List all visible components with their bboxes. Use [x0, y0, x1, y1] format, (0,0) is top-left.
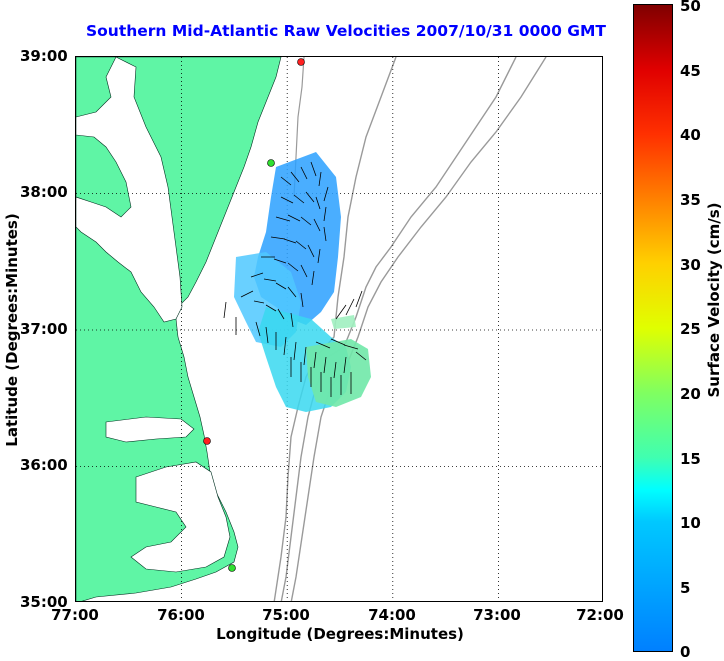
colorbar-tick-label: 35 — [680, 191, 701, 209]
station-marker-green-north — [267, 159, 275, 167]
bathymetry-contour-2 — [280, 57, 517, 601]
y-tick-label: 36:00 — [20, 456, 68, 474]
albemarle-sound — [105, 416, 195, 443]
velocity-patch-southeast — [306, 339, 371, 407]
bathymetry-contour-3 — [290, 57, 547, 601]
colorbar-tick-label: 25 — [680, 320, 701, 338]
x-axis-label: Longitude (Degrees:Minutes) — [216, 625, 464, 643]
chart-title: Southern Mid-Atlantic Raw Velocities 200… — [85, 22, 606, 40]
colorbar-tick-label: 40 — [680, 126, 701, 144]
x-tick-label: 72:00 — [576, 606, 624, 624]
map-svg — [76, 57, 602, 601]
velocity-patch-east — [331, 315, 356, 329]
colorbar-tick-label: 45 — [680, 62, 701, 80]
y-tick-label: 35:00 — [20, 593, 68, 611]
x-tick-label: 77:00 — [51, 606, 99, 624]
y-axis-label: Latitude (Degrees:Minutes) — [3, 213, 21, 447]
x-tick-label: 76:00 — [157, 606, 205, 624]
station-markers — [203, 58, 305, 572]
colorbar-tick-label: 30 — [680, 256, 701, 274]
chesapeake-bay — [76, 57, 183, 323]
x-tick-label: 75:00 — [262, 606, 310, 624]
y-tick-label: 37:00 — [20, 320, 68, 338]
y-tick-label: 38:00 — [20, 183, 68, 201]
map-plot-area — [75, 56, 603, 602]
colorbar-tick-label: 10 — [680, 514, 701, 532]
colorbar-label: Surface Velocity (cm/s) — [705, 202, 723, 398]
land-mass — [76, 57, 282, 601]
station-marker-red-south — [203, 437, 211, 445]
velocity-colorbar — [633, 4, 673, 652]
colorbar-tick-label: 50 — [680, 0, 701, 15]
velocity-vectors — [223, 161, 367, 397]
colorbar-tick-label: 15 — [680, 450, 701, 468]
x-tick-label: 74:00 — [368, 606, 416, 624]
x-tick-label: 73:00 — [473, 606, 521, 624]
colorbar-tick-label: 5 — [680, 579, 691, 597]
station-marker-red-north — [297, 58, 305, 66]
colorbar-tick-label: 0 — [680, 643, 691, 661]
station-marker-green-south — [228, 564, 236, 572]
y-tick-label: 39:00 — [20, 47, 68, 65]
pamlico-sound — [130, 461, 231, 573]
colorbar-tick-label: 20 — [680, 385, 701, 403]
velocity-field — [234, 152, 371, 412]
